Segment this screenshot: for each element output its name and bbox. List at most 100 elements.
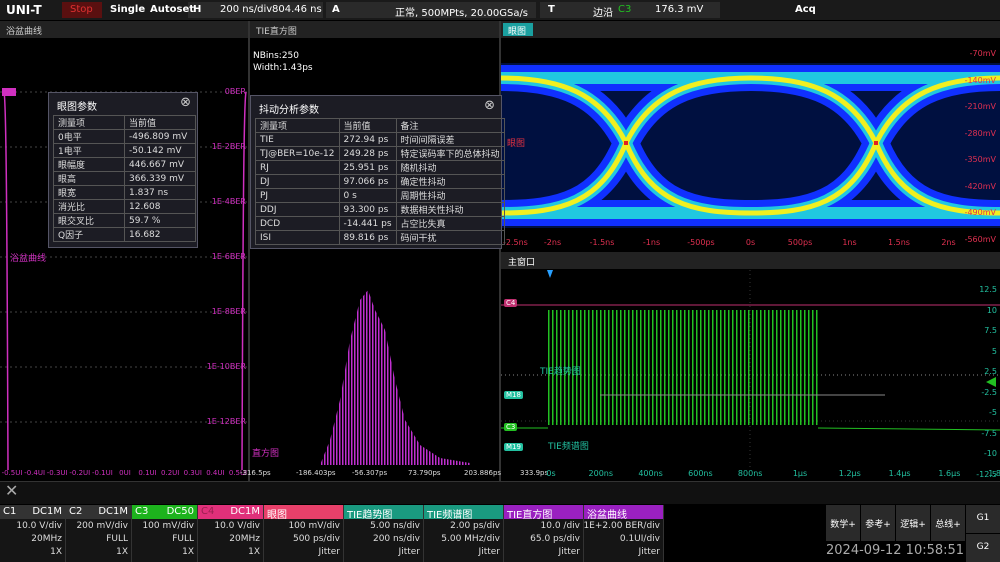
- h-box[interactable]: [188, 2, 323, 18]
- x-tick-label: -0.3UI: [46, 469, 68, 477]
- card-line: Jitter: [638, 547, 660, 557]
- channel-card[interactable]: TIE频谱图 2.00 ps/div 5.00 MHz/div Jitter: [424, 505, 504, 562]
- table-cell: 1.837 ns: [124, 185, 196, 200]
- channel-marker: C3: [504, 423, 518, 431]
- panel-title: 浴盆曲线: [6, 27, 43, 37]
- table-cell: 0 s: [338, 188, 397, 203]
- menu-button[interactable]: 逻辑+: [896, 505, 930, 541]
- panel-title: 抖动分析参数: [259, 105, 319, 116]
- button-label: G2: [976, 542, 990, 552]
- table-row: PJ 0 s 周期性抖动: [255, 188, 505, 203]
- bin-width: Width:1.43ps: [253, 63, 313, 73]
- t-box[interactable]: [540, 2, 720, 18]
- acq-button[interactable]: Acq: [795, 4, 816, 15]
- y-tick-label: 5: [991, 346, 997, 356]
- card-line: 1E+2.00 BER/div: [583, 521, 660, 531]
- card-line: 1X: [182, 547, 194, 557]
- button-label: 逻辑+: [900, 520, 926, 530]
- card-title: TIE直方图: [507, 510, 553, 521]
- channel-card[interactable]: C1 DC1M 10.0 V/div 20MHz 1X: [0, 505, 66, 562]
- divider: [248, 21, 250, 481]
- y-tick-label: 12.5: [979, 285, 997, 294]
- menu-button[interactable]: 参考+: [861, 505, 895, 541]
- y-tick-label: -140mV: [964, 75, 996, 85]
- channel-card[interactable]: C2 DC1M 200 mV/div FULL 1X: [66, 505, 132, 562]
- table-cell: 当前值: [124, 115, 196, 130]
- group-button[interactable]: G1: [966, 505, 1000, 533]
- card-header: [66, 505, 131, 519]
- hist-label: 直方图: [252, 449, 280, 459]
- level-marker: [986, 377, 996, 387]
- hist-header: [250, 21, 499, 38]
- menu-button[interactable]: 总线+: [931, 505, 965, 541]
- table-cell: PJ: [255, 188, 340, 203]
- table-cell: ISI: [255, 230, 340, 245]
- card-title: C4: [201, 506, 215, 517]
- bathtub-marker: [2, 88, 16, 96]
- single-button[interactable]: Single: [110, 4, 146, 15]
- x-tick-label: -186.403ps: [296, 469, 336, 477]
- channel-card[interactable]: TIE趋势图 5.00 ns/div 200 ns/div Jitter: [344, 505, 424, 562]
- table-cell: 测量项: [53, 115, 125, 130]
- card-title: 眼图: [267, 510, 287, 521]
- x-tick-label: 0s: [546, 469, 556, 478]
- card-line: 5.00 ns/div: [370, 521, 420, 531]
- stop-button[interactable]: [62, 2, 102, 18]
- eye-title-bg: [503, 23, 533, 36]
- histogram-shape: [320, 290, 470, 465]
- card-line: 2.00 ps/div: [450, 521, 500, 531]
- x-tick-label: 1.4μs: [888, 469, 911, 478]
- x-tick-label: 333.9ps: [520, 469, 549, 477]
- close-icon[interactable]: ⊗: [180, 95, 191, 110]
- table-row: 眼宽 1.837 ns: [53, 185, 196, 200]
- stop-button[interactable]: Stop: [70, 4, 93, 15]
- channel-marker: M19: [504, 443, 523, 451]
- y-tick-label: -12.5: [976, 469, 997, 479]
- trigger-level: 176.3 mV: [655, 4, 704, 15]
- group-button[interactable]: G2: [966, 534, 1000, 562]
- close-icon[interactable]: ⊗: [484, 98, 495, 113]
- bottom-strip: [0, 481, 1000, 504]
- table-cell: 特定误码率下的总体抖动: [395, 146, 505, 161]
- table-cell: 366.339 mV: [124, 171, 196, 186]
- table-cell: 备注: [395, 118, 505, 133]
- x-tick-label: 1.8μs: [988, 469, 1000, 478]
- x-tick-label: 400ns: [638, 469, 663, 478]
- card-coupling: DC1M: [32, 506, 62, 517]
- card-line: 100 mV/div: [288, 521, 340, 531]
- autoset-button[interactable]: Autoset: [150, 4, 195, 15]
- y-tick-label: 1E-12BER: [206, 417, 246, 426]
- x-tick-label: 1μs: [792, 469, 808, 478]
- y-tick-label: 1E-2BER: [211, 142, 246, 151]
- x-tick-label: -316.5ps: [240, 469, 271, 477]
- menu-button[interactable]: 数学+: [826, 505, 860, 541]
- channel-card[interactable]: C4 DC1M 10.0 V/div 20MHz 1X: [198, 505, 264, 562]
- card-line: Jitter: [558, 547, 580, 557]
- table-cell: Q因子: [53, 227, 125, 242]
- card-line: 5.00 MHz/div: [441, 534, 500, 544]
- table-row: 1电平 -50.142 mV: [53, 143, 196, 158]
- x-tick-label: 0.3UI: [183, 469, 202, 477]
- card-line: 200 ns/div: [372, 534, 420, 544]
- close-icon[interactable]: ✕: [5, 481, 19, 500]
- table-cell: RJ: [255, 160, 340, 175]
- card-header: [132, 505, 197, 519]
- x-tick-label: -0.2UI: [69, 469, 91, 477]
- table-row: 测量项 当前值 备注: [255, 118, 505, 133]
- table-row: 测量项 当前值: [53, 115, 196, 130]
- card-title: 浴盆曲线: [587, 510, 627, 521]
- channel-card[interactable]: C3 DC50 100 mV/div FULL 1X: [132, 505, 198, 562]
- channel-card[interactable]: TIE直方图 10.0 /div 65.0 ps/div Jitter: [504, 505, 584, 562]
- table-cell: DCD: [255, 216, 340, 231]
- x-tick-label: 1ns: [842, 238, 857, 247]
- x-tick-label: 1.5ns: [888, 238, 910, 247]
- table-cell: -14.441 ps: [338, 216, 397, 231]
- panel-title: 眼图参数: [57, 102, 97, 113]
- table-row: 眼交叉比 59.7 %: [53, 213, 196, 228]
- channel-card[interactable]: 眼图 100 mV/div 500 ps/div Jitter: [264, 505, 344, 562]
- channel-card[interactable]: 浴盆曲线 1E+2.00 BER/div 0.1UI/div Jitter: [583, 505, 664, 562]
- table-cell: 时间间隔误差: [395, 132, 505, 147]
- a-box[interactable]: [326, 2, 536, 18]
- c3-trace: [548, 310, 818, 425]
